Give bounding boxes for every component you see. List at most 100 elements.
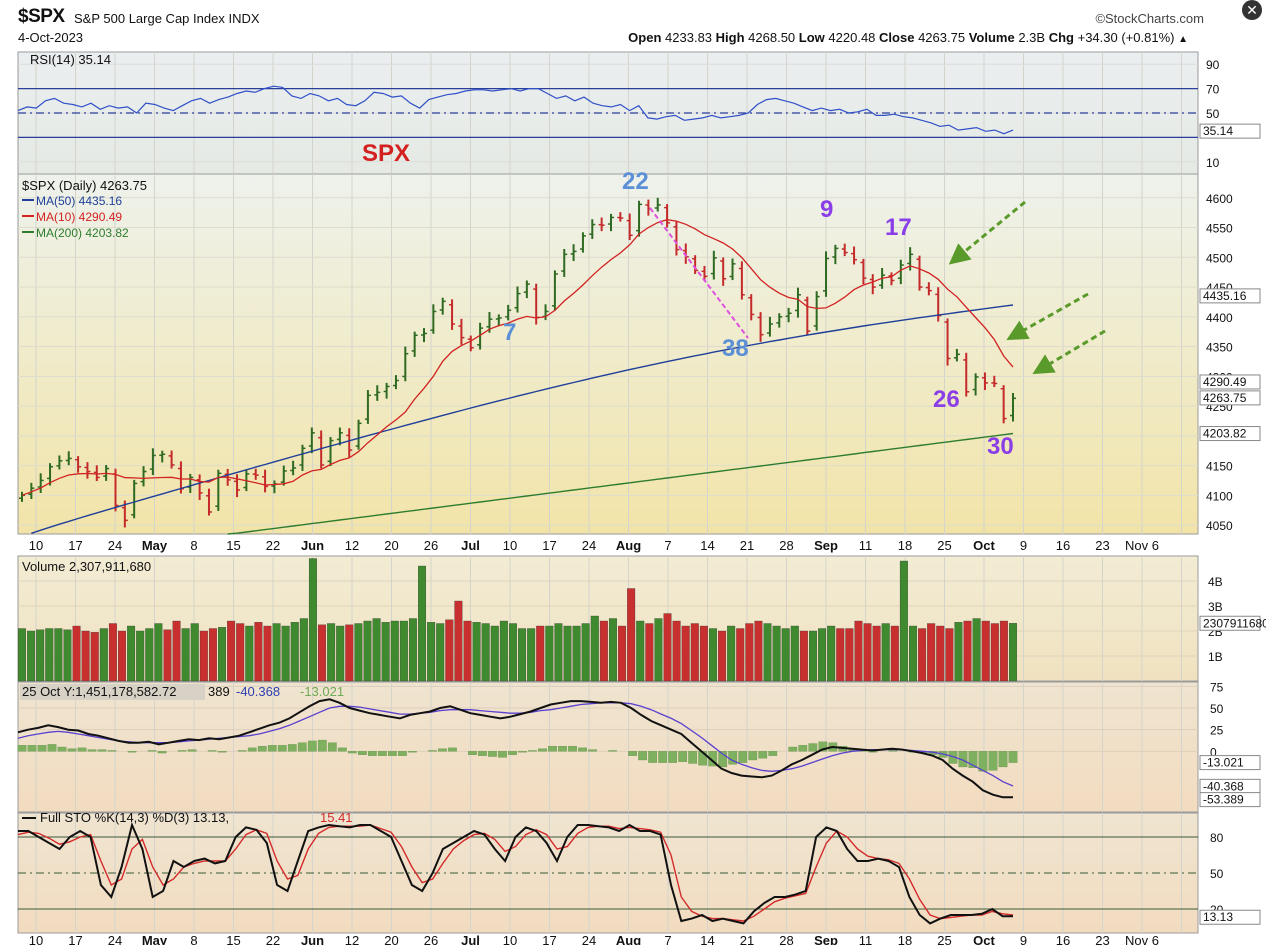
volume-bar xyxy=(818,628,827,682)
ppo-histogram-bar xyxy=(287,744,297,752)
volume-bar xyxy=(581,623,590,682)
x-axis-label: Jul xyxy=(461,538,480,553)
ppo-histogram-bar xyxy=(678,751,688,762)
ppo-histogram-bar xyxy=(337,747,347,752)
annotation-26: 26 xyxy=(933,386,960,413)
volume-bar xyxy=(399,620,408,682)
volume-bar xyxy=(263,625,272,682)
volume-bar xyxy=(636,620,645,682)
low-label: Low xyxy=(798,30,825,45)
rsi-last-label-box xyxy=(1199,123,1261,139)
x-axis-label: 10 xyxy=(503,538,517,553)
ppo-histogram-bar xyxy=(347,751,357,754)
volume-bar xyxy=(654,618,663,682)
volume-bar xyxy=(799,630,808,682)
ppo-histogram-bar xyxy=(688,751,698,764)
volume-bar xyxy=(890,625,899,682)
x-axis-label: 18 xyxy=(898,538,912,553)
volume-last-label: 2307911680 xyxy=(1203,616,1266,630)
high-value: 4268.50 xyxy=(748,30,796,45)
x-axis-label-bottom: 24 xyxy=(108,933,122,945)
volume-bar xyxy=(163,629,172,682)
volume-bar xyxy=(218,627,226,682)
volume-bar xyxy=(627,588,636,682)
volume-bar xyxy=(290,622,299,682)
x-axis-label-bottom: 24 xyxy=(582,933,596,945)
close-icon[interactable]: ✕ xyxy=(1242,0,1262,20)
x-axis-label-bottom: 17 xyxy=(68,933,82,945)
ppo-histogram-bar xyxy=(448,747,457,752)
volume-bar xyxy=(381,622,390,682)
arrow-annotation xyxy=(948,200,1026,265)
volume-bar xyxy=(281,625,290,682)
volume-bar xyxy=(936,625,945,682)
x-axis-label-bottom: Oct xyxy=(973,933,995,945)
volume-title: Volume 2,307,911,680 xyxy=(22,559,151,574)
ma10-last-label-box xyxy=(1199,374,1261,390)
volume-bar xyxy=(863,623,872,682)
ppo-histogram-bar xyxy=(788,746,798,752)
ppo-histogram-bar xyxy=(998,751,1008,768)
volume-bar xyxy=(972,618,981,682)
x-axis-label-bottom: Nov 6 xyxy=(1125,933,1159,945)
volume-bar xyxy=(154,623,163,682)
symbol-label: $SPX xyxy=(18,6,65,27)
volume-bar xyxy=(272,623,281,682)
x-axis-label-bottom: 23 xyxy=(1095,933,1109,945)
volume-bar xyxy=(663,613,672,682)
ppo-histogram-bar xyxy=(177,750,187,752)
ppo-histogram-bar xyxy=(548,745,557,752)
volume-bar xyxy=(563,625,572,682)
volume-bar xyxy=(736,628,745,682)
ppo-histogram-bar xyxy=(978,751,988,772)
volume-bar xyxy=(645,623,654,682)
ma200-last-label-box xyxy=(1199,426,1261,442)
volume-bar xyxy=(481,623,490,682)
ppo-signal-last-label: -40.368 xyxy=(1203,779,1244,793)
ppo-histogram-bar xyxy=(57,746,67,752)
volume-bar xyxy=(172,620,181,682)
ppo-histogram-bar xyxy=(97,749,107,752)
volume-bar xyxy=(118,630,126,682)
volume-bar xyxy=(90,632,99,682)
sto-last-label-box xyxy=(1199,909,1261,925)
volume-bar xyxy=(836,628,845,682)
ppo-line-last-label-box xyxy=(1199,792,1261,808)
volume-bar xyxy=(1009,623,1017,682)
x-axis-label-bottom: 28 xyxy=(779,933,793,945)
volume-bar xyxy=(27,630,36,682)
annotation-38: 38 xyxy=(722,335,749,362)
x-axis-label-bottom: 14 xyxy=(700,933,714,945)
rsi-title: RSI(14) 35.14 xyxy=(30,52,111,67)
ppo-histogram-bar xyxy=(888,750,898,752)
x-axis-label: 28 xyxy=(779,538,793,553)
x-axis-label: 15 xyxy=(226,538,240,553)
ma10-line xyxy=(21,219,1014,496)
volume-bar xyxy=(927,623,936,682)
volume-bar xyxy=(181,628,190,682)
volume-bar xyxy=(454,600,463,682)
ma50-last-label-box xyxy=(1199,288,1261,304)
ppo-histogram-bar xyxy=(648,751,657,763)
ppo-legend-value: 389 xyxy=(208,684,230,699)
ppo-histogram-bar xyxy=(267,745,277,752)
volume-tick-label: 3B xyxy=(1208,600,1223,614)
volume-bar xyxy=(18,628,26,682)
ppo-histogram-bar xyxy=(518,751,527,753)
ma50-line xyxy=(31,304,1014,534)
change-label: Chg xyxy=(1048,30,1074,45)
ppo-histogram-bar xyxy=(658,751,668,763)
volume-bar xyxy=(618,625,627,682)
annotation-22: 22 xyxy=(622,168,649,195)
volume-bar xyxy=(490,625,499,682)
ppo-legend-value: -13.021 xyxy=(300,684,344,699)
volume-bar xyxy=(599,620,608,682)
x-axis-label: 9 xyxy=(1020,538,1027,553)
volume-bar xyxy=(63,629,72,682)
x-axis-label: 11 xyxy=(859,538,873,553)
volume-bar xyxy=(918,628,927,682)
ppo-histogram-bar xyxy=(87,749,97,752)
ppo-panel xyxy=(17,681,1199,813)
x-axis-label-bottom: 11 xyxy=(859,933,873,945)
